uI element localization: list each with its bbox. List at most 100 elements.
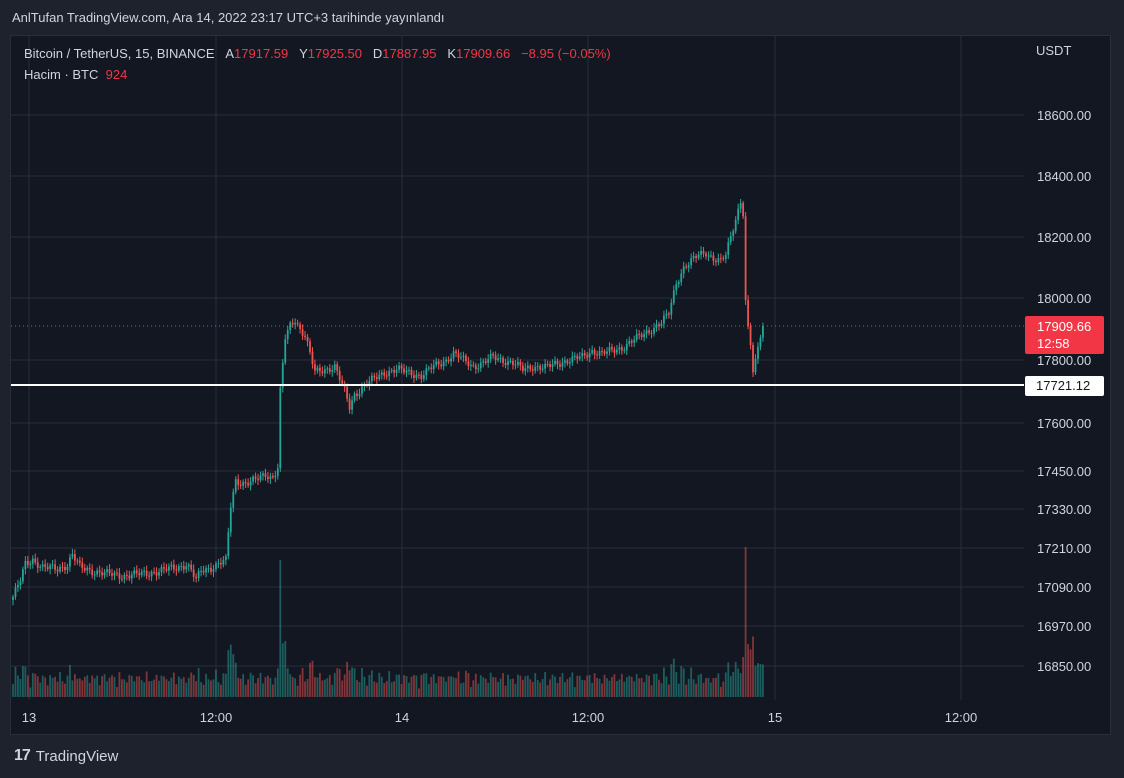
volume-bar bbox=[620, 673, 623, 697]
candle-body bbox=[333, 364, 336, 370]
volume-bar bbox=[573, 687, 576, 697]
volume-bar bbox=[86, 675, 89, 697]
volume-bar bbox=[677, 683, 680, 697]
candle-body bbox=[559, 364, 561, 367]
volume-bar bbox=[705, 678, 707, 697]
candle-body bbox=[348, 398, 351, 410]
candle-body bbox=[331, 369, 334, 372]
volume-bar bbox=[643, 682, 646, 697]
volume-bar bbox=[571, 672, 574, 697]
candle-body bbox=[207, 567, 210, 569]
candle-body bbox=[620, 347, 623, 351]
volume-bar bbox=[351, 667, 353, 697]
candle-body bbox=[541, 368, 544, 370]
volume-bar bbox=[531, 681, 534, 697]
candle-body bbox=[554, 360, 556, 365]
symbol-label[interactable]: Bitcoin / TetherUS, 15, BINANCE bbox=[24, 46, 215, 61]
candle-body bbox=[509, 360, 512, 362]
candle-body bbox=[113, 572, 116, 576]
volume-bar bbox=[81, 680, 84, 697]
volume-bar bbox=[103, 674, 106, 697]
volume-bar bbox=[690, 667, 693, 697]
candle-body bbox=[734, 219, 737, 232]
candle-body bbox=[645, 330, 648, 334]
volume-bar bbox=[583, 680, 586, 697]
volume-bar bbox=[358, 682, 361, 697]
candle-body bbox=[536, 366, 539, 368]
change-value: −8.95 (−0.05%) bbox=[521, 46, 611, 61]
candle-body bbox=[583, 353, 586, 356]
volume-bar bbox=[440, 676, 443, 697]
volume-bar bbox=[549, 679, 551, 697]
candle-body bbox=[687, 265, 690, 268]
candle-body bbox=[576, 355, 579, 359]
volume-bar bbox=[160, 675, 163, 697]
candle-body bbox=[274, 475, 277, 478]
volume-bar bbox=[232, 654, 235, 697]
candle-body bbox=[118, 573, 121, 579]
candle-body bbox=[432, 364, 435, 370]
volume-bar bbox=[353, 668, 356, 697]
volume-bar bbox=[430, 677, 433, 697]
candle-body bbox=[440, 364, 443, 367]
volume-bar bbox=[111, 675, 113, 697]
low-label: D bbox=[372, 46, 383, 61]
candle-body bbox=[762, 326, 764, 338]
candle-body bbox=[512, 360, 514, 366]
volume-bar bbox=[507, 674, 509, 697]
volume-bar bbox=[650, 685, 653, 697]
candle-body bbox=[408, 369, 410, 371]
candle-body bbox=[648, 330, 650, 333]
volume-bar bbox=[244, 684, 247, 697]
volume-bar bbox=[346, 661, 349, 697]
volume-value: 924 bbox=[105, 67, 128, 82]
candle-body bbox=[88, 567, 91, 570]
candle-body bbox=[160, 567, 163, 573]
volume-bar bbox=[710, 682, 712, 697]
level-price-tag: 17721.12 bbox=[1025, 376, 1104, 396]
candle-body bbox=[321, 371, 324, 374]
candle-body bbox=[165, 568, 168, 571]
candle-body bbox=[247, 483, 250, 486]
volume-bar bbox=[435, 683, 438, 697]
candle-body bbox=[564, 360, 566, 363]
y-tick-label: 17090.00 bbox=[1037, 580, 1091, 595]
volume-bar bbox=[568, 676, 571, 697]
candle-body bbox=[301, 328, 304, 336]
volume-bar bbox=[44, 677, 47, 697]
candle-body bbox=[96, 570, 99, 575]
candle-body bbox=[356, 393, 358, 396]
volume-bar bbox=[418, 688, 420, 697]
volume-bar bbox=[46, 685, 49, 697]
volume-bar bbox=[474, 673, 477, 697]
candle-body bbox=[346, 386, 349, 399]
candle-body bbox=[254, 476, 257, 479]
candle-body bbox=[616, 349, 618, 353]
candle-body bbox=[86, 567, 89, 571]
candle-body bbox=[742, 202, 745, 217]
volume-bar bbox=[630, 676, 633, 697]
tradingview-logo[interactable]: 17 TradingView bbox=[14, 747, 118, 765]
close-value: 17909.66 bbox=[456, 46, 511, 61]
candle-body bbox=[51, 564, 54, 566]
volume-bar bbox=[517, 674, 519, 697]
candle-body bbox=[707, 255, 710, 257]
candle-body bbox=[596, 354, 598, 356]
candle-body bbox=[153, 571, 155, 573]
volume-bar bbox=[625, 677, 628, 697]
high-value: 17925.50 bbox=[307, 46, 363, 61]
candle-body bbox=[61, 566, 64, 568]
candle-body bbox=[507, 361, 509, 366]
candle-body bbox=[143, 570, 146, 572]
candle-body bbox=[606, 351, 608, 354]
support-level-line[interactable] bbox=[11, 384, 1024, 386]
volume-bar bbox=[546, 685, 549, 697]
candle-body bbox=[685, 266, 688, 268]
volume-bar bbox=[276, 668, 279, 697]
volume-bar bbox=[123, 679, 126, 697]
volume-bar bbox=[202, 684, 205, 697]
candle-body bbox=[36, 562, 39, 568]
volume-bar bbox=[59, 671, 61, 697]
volume-label[interactable]: Hacim · BTC bbox=[24, 67, 99, 82]
